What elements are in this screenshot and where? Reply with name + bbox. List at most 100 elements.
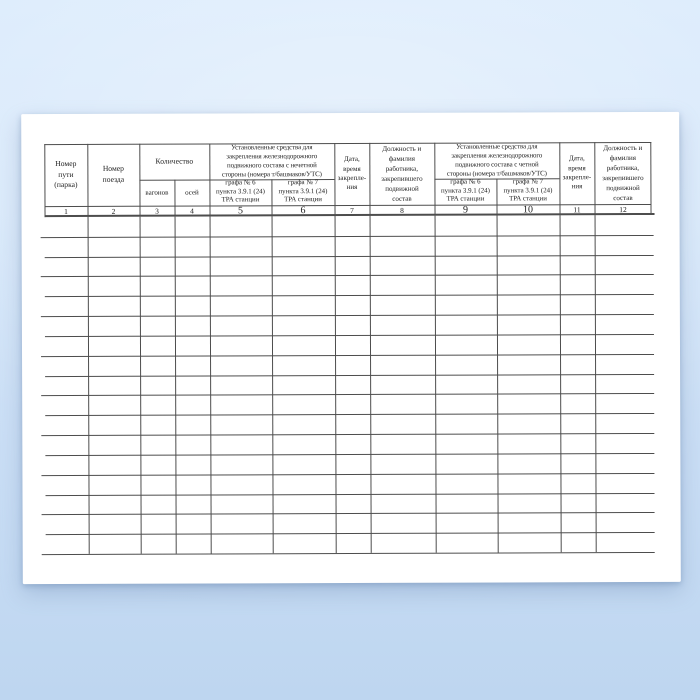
table-cell xyxy=(89,514,141,534)
table-cell xyxy=(435,453,497,473)
table-cell xyxy=(46,534,89,554)
table-cell xyxy=(175,375,210,395)
table-cell xyxy=(560,413,595,433)
table-cell xyxy=(371,513,436,533)
table-cell xyxy=(497,354,560,374)
table-cell xyxy=(140,316,175,336)
table-cell xyxy=(435,394,497,414)
table-cell xyxy=(497,255,560,275)
table-cell xyxy=(210,296,272,316)
table-cell xyxy=(497,453,560,473)
table-cell xyxy=(273,494,336,514)
table-cell xyxy=(176,514,211,534)
table-cell xyxy=(595,453,652,473)
table-cell xyxy=(435,275,497,295)
table-cell xyxy=(45,356,88,376)
header-cell-train-number: Номер поезда xyxy=(102,164,125,184)
table-cell xyxy=(498,513,561,533)
table-cell xyxy=(335,335,370,355)
table-cell xyxy=(88,217,140,237)
table-cell xyxy=(595,235,652,255)
table-cell xyxy=(595,274,652,294)
table-cell xyxy=(560,334,595,354)
table-cell xyxy=(497,473,560,493)
table-cell xyxy=(370,414,435,434)
table-cell xyxy=(335,236,370,256)
table-cell xyxy=(210,276,272,296)
table-cell xyxy=(595,354,652,374)
column-number: 10 xyxy=(522,203,534,215)
table-cell xyxy=(370,354,435,374)
table-cell xyxy=(595,294,652,314)
table-cell xyxy=(370,394,435,414)
table-cell xyxy=(272,414,335,434)
table-cell xyxy=(210,315,272,335)
table-cell xyxy=(175,316,210,336)
table-cell xyxy=(272,276,335,296)
table-cell xyxy=(272,315,335,335)
table-cell xyxy=(210,474,272,494)
header-cell-worker-odd: Должность и фамилия работника, закрепивш… xyxy=(381,144,423,203)
table-cell xyxy=(595,393,652,413)
table-cell xyxy=(435,434,497,454)
table-cell xyxy=(596,512,653,532)
table-cell xyxy=(140,236,175,256)
table-cell xyxy=(45,276,88,296)
table-cell xyxy=(175,276,210,296)
table-cell xyxy=(561,493,596,513)
table-cell xyxy=(88,336,140,356)
table-cell xyxy=(371,493,436,513)
table-cell xyxy=(272,295,335,315)
table-cell xyxy=(175,216,210,236)
table-cell xyxy=(595,433,652,453)
table-cell xyxy=(89,494,141,514)
table-cell xyxy=(272,256,335,276)
table-cell xyxy=(272,474,335,494)
table-cell xyxy=(436,533,498,553)
table-cell xyxy=(560,394,595,414)
table-cell xyxy=(210,256,272,276)
table-cell xyxy=(273,533,336,553)
table-cell xyxy=(370,473,435,493)
table-cell xyxy=(45,237,88,257)
table-cell xyxy=(370,315,435,335)
header-cell-grafa6-odd: графа № 6 пункта 3.9.1 (24) ТРА станции xyxy=(215,179,265,204)
table-cell xyxy=(560,275,595,295)
table-cell xyxy=(370,236,435,256)
table-cell xyxy=(273,513,336,533)
table-cell xyxy=(88,296,140,316)
header-cell-securing-means-odd-group: Установленные средства для закрепления ж… xyxy=(221,144,322,179)
table-cell xyxy=(335,216,370,236)
table-cell xyxy=(45,395,88,415)
table-cell xyxy=(335,434,370,454)
table-cell xyxy=(560,473,595,493)
table-header: Номер пути (парка) Номер поезда Количест… xyxy=(44,141,655,218)
table-cell xyxy=(210,375,272,395)
table-cell xyxy=(498,532,561,552)
table-cell xyxy=(595,314,652,334)
table-cell xyxy=(140,336,175,356)
table-cell xyxy=(272,216,335,236)
table-cell xyxy=(560,354,595,374)
header-cell-track-number: Номер пути (парка) xyxy=(54,159,78,190)
table-cell xyxy=(560,235,595,255)
table-cell xyxy=(175,454,210,474)
table-cell xyxy=(435,215,497,235)
table-cell xyxy=(175,395,210,415)
table-cell xyxy=(560,433,595,453)
table-cell xyxy=(335,275,370,295)
table-cell xyxy=(210,454,272,474)
table-cell xyxy=(435,414,497,434)
table-cell xyxy=(335,394,370,414)
table-cell xyxy=(497,394,560,414)
table-cell xyxy=(435,473,497,493)
table-cell xyxy=(210,355,272,375)
journal-table: Номер пути (парка) Номер поезда Количест… xyxy=(40,141,655,556)
table-cell xyxy=(88,256,140,276)
table-cell xyxy=(88,395,140,415)
table-cell xyxy=(140,454,175,474)
table-cell xyxy=(435,235,497,255)
table-cell xyxy=(141,514,176,534)
table-cell xyxy=(335,474,370,494)
table-cell xyxy=(46,494,89,514)
